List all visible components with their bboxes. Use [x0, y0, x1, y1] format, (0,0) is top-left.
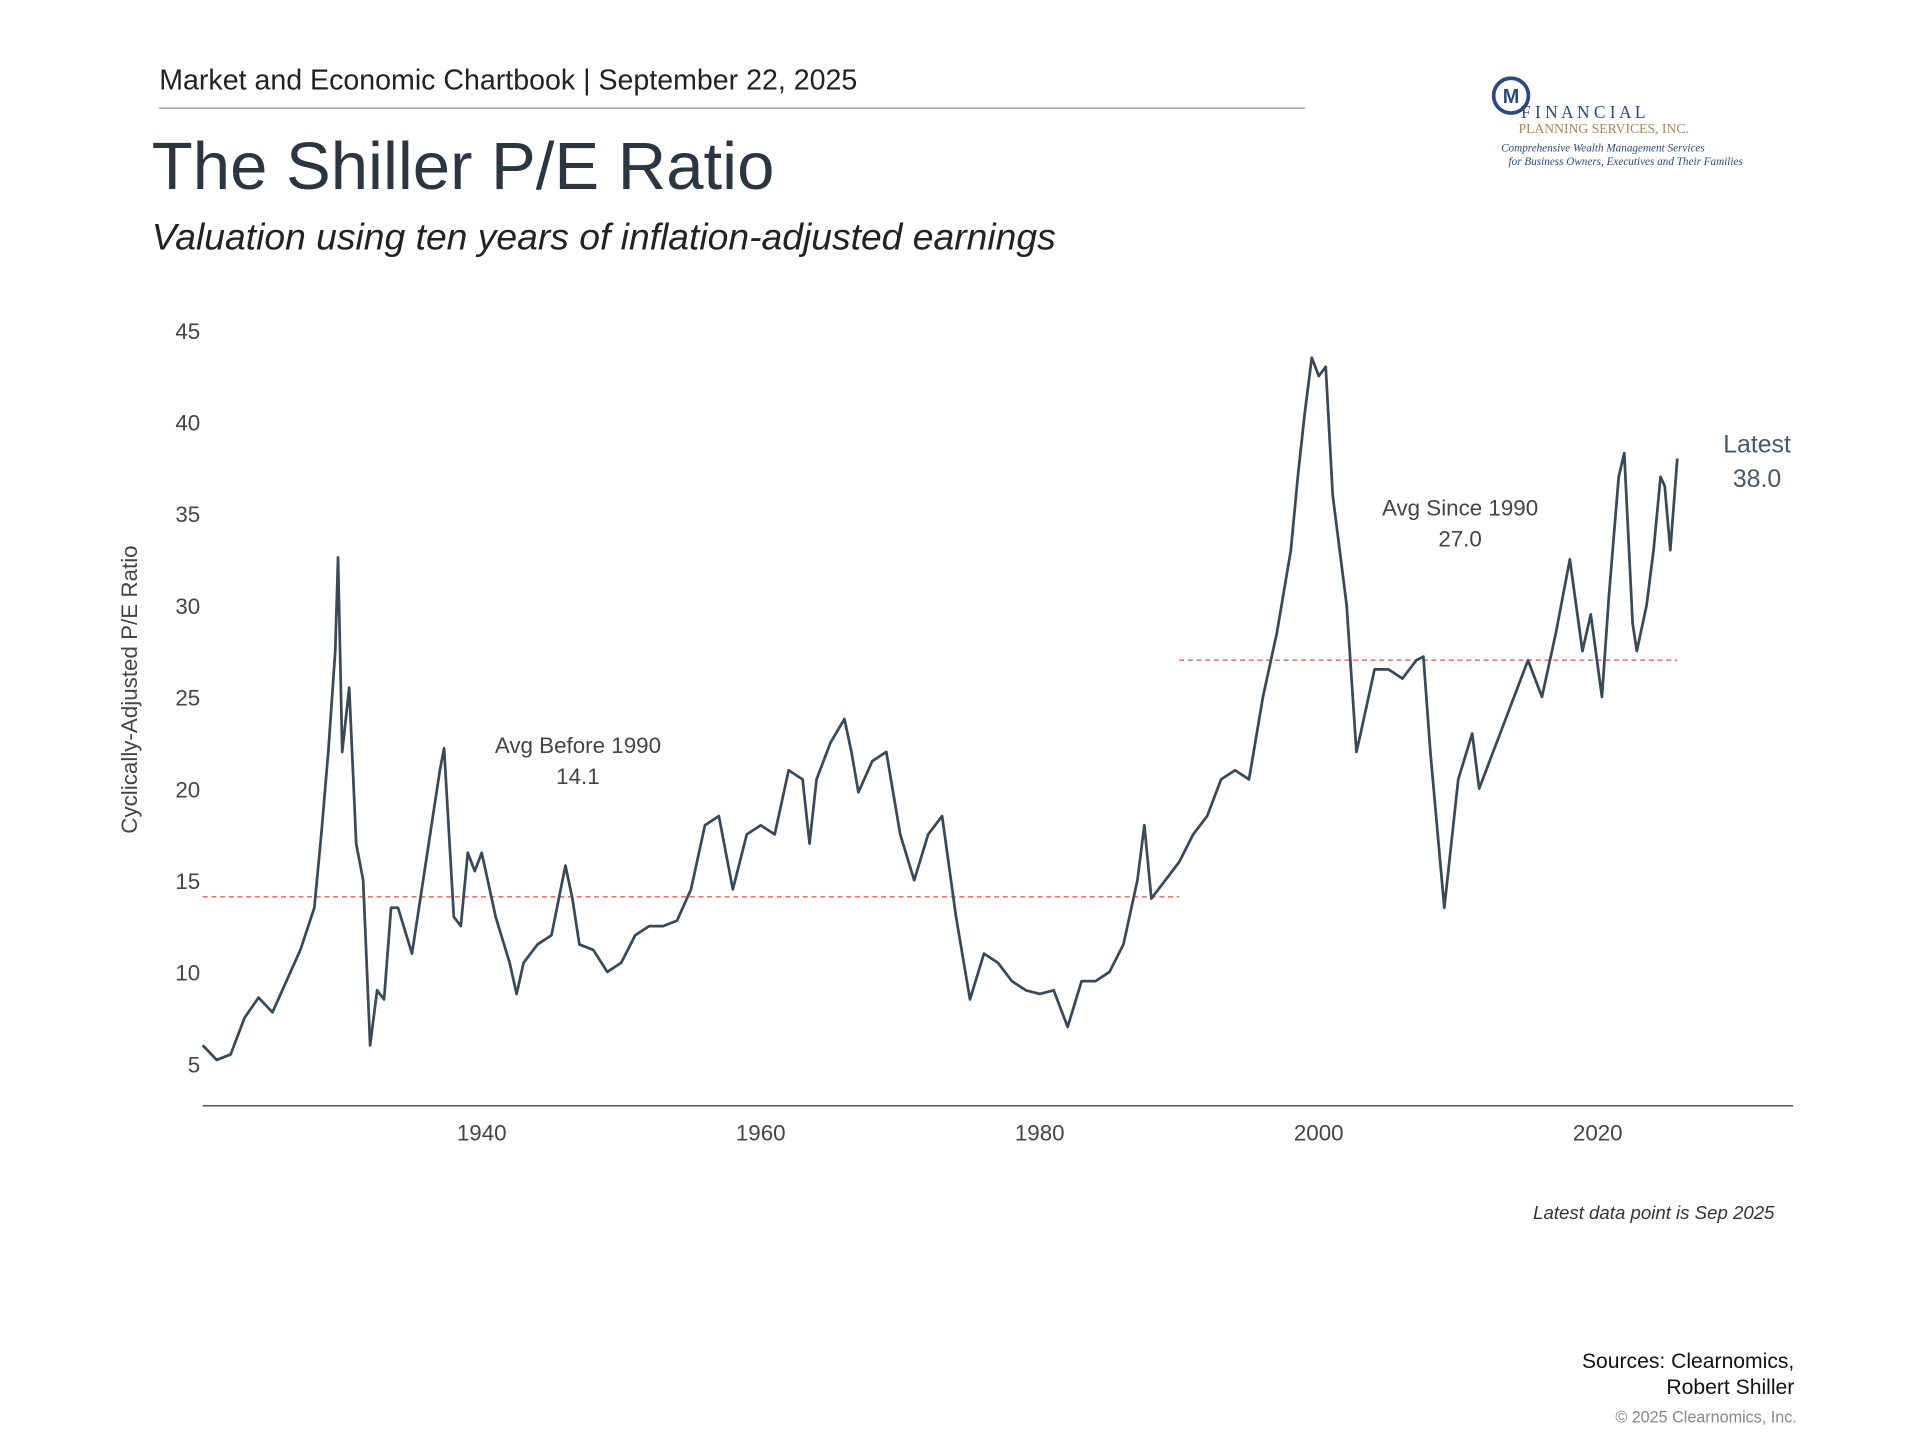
- x-tick-label: 1940: [457, 1121, 507, 1146]
- logo-tagline: Comprehensive Wealth Management Services: [1501, 143, 1705, 155]
- sources: Sources: Clearnomics,: [1582, 1350, 1794, 1373]
- plot: 5 10 15 20 25 30 35 40 45 1940 1960 1980 2000 2020 Avg…: [175, 319, 1794, 1146]
- y-axis-label: Cyclically-Adjusted P/E Ratio: [117, 545, 142, 833]
- annotation-value: 14.1: [556, 764, 600, 789]
- note: Latest data point is Sep 2025: [1533, 1202, 1775, 1223]
- annotation-name: Avg Before 1990: [495, 733, 661, 758]
- y-tick-label: 30: [175, 594, 200, 619]
- kicker: Market and Economic Chartbook | Septembe…: [159, 64, 857, 96]
- latest-value: 38.0: [1733, 466, 1781, 493]
- y-tick-label: 45: [175, 319, 200, 344]
- annotation-value: 27.0: [1438, 527, 1482, 552]
- x-tick-label: 2000: [1294, 1121, 1344, 1146]
- logo-tagline: for Business Owners, Executives and Thei…: [1509, 156, 1744, 168]
- y-tick-label: 15: [175, 869, 200, 894]
- logo-ring: [1491, 76, 1531, 115]
- copyright: © 2025 Clearnomics, Inc.: [1615, 1409, 1796, 1427]
- chart-title: The Shiller P/E Ratio: [152, 129, 775, 204]
- x-tick-label: 1960: [736, 1121, 786, 1146]
- y-tick-label: 25: [175, 686, 200, 711]
- x-tick-label: 2020: [1573, 1121, 1623, 1146]
- y-tick-label: 5: [188, 1052, 200, 1077]
- y-tick-label: 35: [175, 502, 200, 527]
- logo-name: F I N A N C I A L: [1521, 103, 1646, 122]
- chart-subtitle: Valuation using ten years of inflation-a…: [152, 216, 1056, 258]
- sources: Robert Shiller: [1666, 1376, 1794, 1399]
- y-tick-label: 10: [175, 961, 200, 986]
- latest-name: Latest: [1723, 431, 1791, 458]
- y-tick-label: 40: [175, 411, 200, 436]
- logo-subname: PLANNING SERVICES, INC.: [1518, 121, 1688, 136]
- annotation-name: Avg Since 1990: [1382, 496, 1538, 521]
- logo-mark: M: [1503, 86, 1520, 108]
- y-tick-label: 20: [175, 777, 200, 802]
- pe-line: [201, 356, 1679, 1062]
- logo: M F I N A N C I A L PLANNING SERVICES, I…: [1491, 76, 1744, 168]
- x-tick-label: 1980: [1015, 1121, 1065, 1146]
